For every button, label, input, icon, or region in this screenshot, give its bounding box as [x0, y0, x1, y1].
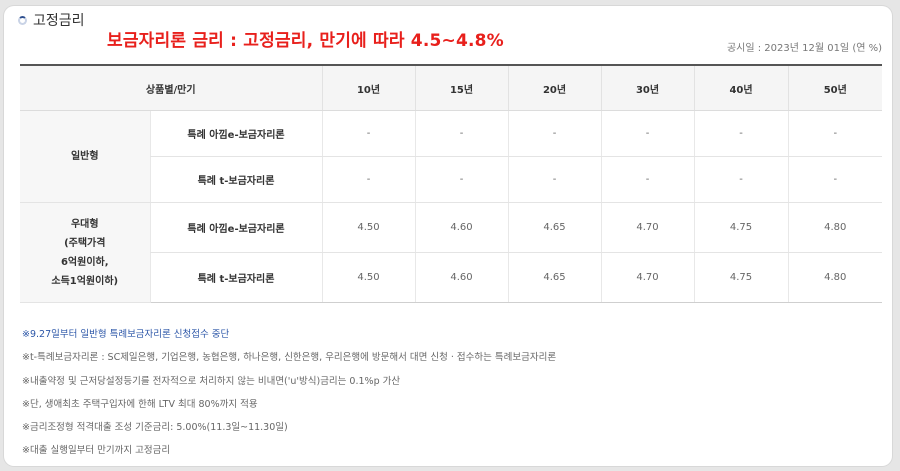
- loading-spinner-icon: [18, 15, 27, 25]
- rate-cell: 4.65: [507, 202, 601, 253]
- rate-cell: -: [600, 110, 694, 157]
- rate-cell: -: [787, 110, 882, 157]
- rate-cell: -: [414, 110, 508, 157]
- rate-cell: 4.70: [600, 202, 694, 253]
- table-row: 특례 t-보금자리론 4.50 4.60 4.65 4.70 4.75 4.80: [20, 252, 882, 303]
- product-name: 특례 t-보금자리론: [149, 252, 322, 303]
- rate-cell: 4.75: [693, 202, 788, 253]
- group-label-line: 6억원이하,: [60, 256, 109, 268]
- table-row: 우대형 (주택가격 6억원이하, 소득1억원이하) 특례 아낌e-보금자리론 4…: [20, 202, 882, 303]
- header-term: 40년: [693, 64, 788, 111]
- rate-cell: -: [414, 156, 508, 203]
- header-term: 15년: [414, 64, 508, 111]
- group-label-line: 우대형: [70, 218, 99, 230]
- rate-cell: -: [600, 156, 694, 203]
- rate-cell: -: [321, 110, 415, 157]
- header-product: 상품별/만기: [20, 64, 322, 111]
- rate-cell: 4.80: [787, 252, 882, 303]
- rate-cell: -: [693, 110, 788, 157]
- rate-cell: -: [507, 156, 601, 203]
- note-item: ※금리조정형 적격대출 조성 기준금리: 5.00%(11.3일~11.30일): [22, 422, 288, 434]
- rate-cell: 4.70: [600, 252, 694, 303]
- group-general: 일반형: [20, 110, 150, 203]
- rate-panel: 고정금리 보금자리론 금리 : 고정금리, 만기에 따라 4.5~4.8% 공시…: [4, 6, 892, 466]
- table-row: 일반형 특례 아낌e-보금자리론 - - - - - -: [20, 110, 882, 203]
- group-label-line: 소득1억원이하): [51, 275, 119, 287]
- rate-cell: 4.80: [787, 202, 882, 253]
- rate-cell: 4.50: [321, 202, 415, 253]
- product-name: 특례 아낌e-보금자리론: [149, 110, 322, 157]
- rate-cell: -: [321, 156, 415, 203]
- rate-cell: 4.60: [414, 252, 508, 303]
- header-term: 50년: [787, 64, 882, 111]
- rate-cell: -: [693, 156, 788, 203]
- header-term: 20년: [507, 64, 601, 111]
- table-row: 특례 t-보금자리론 - - - - - -: [20, 156, 882, 203]
- section-title: 고정금리: [33, 13, 85, 29]
- rate-cell: -: [507, 110, 601, 157]
- rate-cell: 4.75: [693, 252, 788, 303]
- rate-cell: 4.60: [414, 202, 508, 253]
- rate-table: 상품별/만기 10년 15년 20년 30년 40년 50년 일반형 특례 아낌…: [20, 64, 882, 303]
- note-item: ※대출 실행일부터 만기까지 고정금리: [22, 445, 171, 457]
- rate-cell: 4.50: [321, 252, 415, 303]
- group-preferential: 우대형 (주택가격 6억원이하, 소득1억원이하): [20, 202, 150, 303]
- notes-list: ※9.27일부터 일반형 특례보금자리론 신청접수 중단 ※t-특례보금자리론 …: [22, 323, 882, 463]
- headline: 보금자리론 금리 : 고정금리, 만기에 따라 4.5~4.8%: [107, 31, 504, 51]
- note-item: ※9.27일부터 일반형 특례보금자리론 신청접수 중단: [22, 329, 230, 340]
- header-term: 10년: [321, 64, 415, 111]
- group-label-line: (주택가격: [64, 237, 106, 249]
- rate-cell: 4.65: [507, 252, 601, 303]
- product-name: 특례 t-보금자리론: [149, 156, 322, 203]
- header-term: 30년: [600, 64, 694, 111]
- notice-date: 공시일 : 2023년 12월 01일 (연 %): [726, 43, 882, 54]
- note-item: ※단, 생애최초 주택구입자에 한해 LTV 최대 80%까지 적용: [22, 398, 258, 410]
- product-name: 특례 아낌e-보금자리론: [149, 202, 322, 253]
- note-item: ※내출약정 및 근저당설정등기를 전자적으로 처리하지 않는 비내면('u'방식…: [22, 375, 401, 387]
- table-header-row: 상품별/만기 10년 15년 20년 30년 40년 50년: [20, 64, 882, 111]
- section-header: 고정금리: [18, 10, 85, 30]
- rate-cell: -: [787, 156, 882, 203]
- note-item: ※t-특례보금자리론 : SC제일은행, 기업은행, 농협은행, 하나은행, 신…: [22, 352, 557, 364]
